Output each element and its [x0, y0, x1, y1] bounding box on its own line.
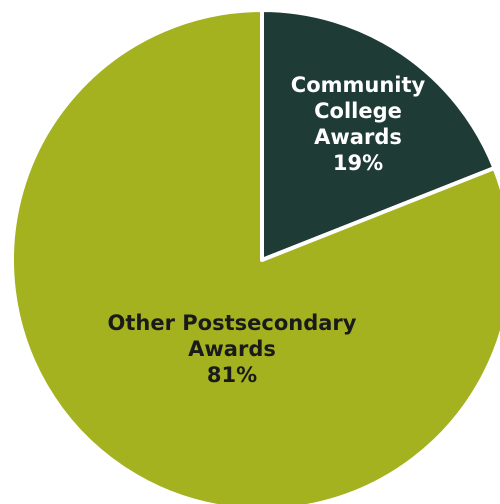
slice-name-line-2-2: Awards [188, 337, 276, 361]
slice-name-line-2-1: Other Postsecondary [108, 311, 357, 335]
slice-name-line-1-1: Community [291, 73, 426, 97]
slice-name-line-1-2: College [314, 99, 402, 123]
slice-label-1: Community College Awards 19% [291, 73, 426, 175]
pie-slice-2 [9, 8, 500, 504]
slices-layer [9, 8, 500, 504]
slice-percent-label-1: 19% [333, 151, 383, 175]
slice-percent-label-2: 81% [207, 363, 257, 387]
labels-layer: Community College Awards 19%Other Postsecon… [108, 73, 426, 387]
pie-slice-1 [260, 8, 497, 262]
slice-label-2: Other Postsecondary Awards 81% [108, 311, 357, 387]
slice-name-line-1-3: Awards [314, 125, 402, 149]
